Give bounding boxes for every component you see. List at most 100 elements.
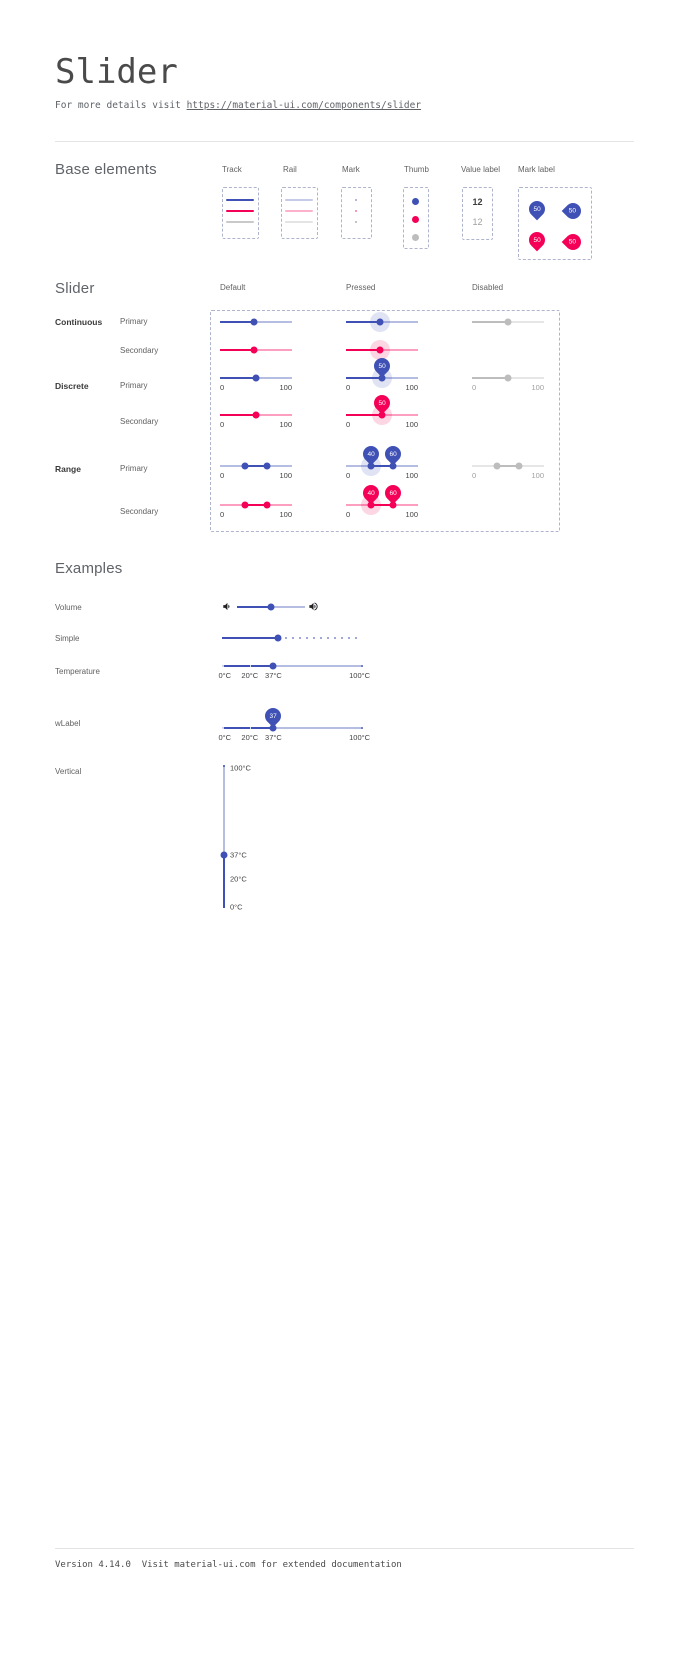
slider-track[interactable] — [237, 606, 271, 608]
mark-label: 20°C — [241, 671, 259, 680]
slider-track[interactable] — [220, 377, 256, 379]
slider-discrete-primary-pressed[interactable]: 50 0 100 — [346, 354, 418, 395]
slider-thumb-low[interactable] — [241, 501, 249, 509]
slider-track[interactable] — [346, 414, 382, 416]
scale-max-label: 100 — [405, 420, 418, 429]
slider-thumb-high[interactable] — [263, 501, 271, 509]
column-header-track: Track — [222, 165, 242, 174]
slider-track[interactable] — [371, 465, 393, 467]
slider-thumb-high[interactable] — [389, 501, 397, 509]
rail-primary-sample — [285, 199, 313, 201]
mark-label-primary-left: 50 — [561, 199, 585, 223]
slider-thumb[interactable] — [250, 346, 258, 354]
slider-track[interactable] — [222, 665, 274, 667]
slider-discrete-secondary-pressed[interactable]: 50 0 100 — [346, 391, 418, 432]
scale-min-label: 0 — [220, 420, 225, 429]
slider-thumb[interactable] — [269, 662, 277, 670]
mark-label: 20°C — [230, 874, 247, 884]
track-primary-sample — [226, 199, 254, 201]
slider-track[interactable] — [222, 637, 278, 639]
scale-max-label: 100 — [405, 383, 418, 392]
slider-track — [472, 377, 508, 379]
slider-range-secondary-pressed[interactable]: 40 60 0 100 — [346, 481, 418, 522]
slider-thumb[interactable] — [274, 634, 282, 642]
volume-slider[interactable] — [237, 600, 305, 624]
mark-label: 0°C — [218, 733, 232, 742]
slider-range-primary-default[interactable]: 0 100 — [220, 459, 292, 483]
variant-label-range-secondary: Secondary — [120, 507, 159, 516]
track-sample-box — [222, 187, 259, 239]
slider-discrete-primary-default[interactable]: 0 100 — [220, 371, 292, 395]
slider-section-heading: Slider — [55, 280, 95, 297]
value-label-sample-box: 12 12 — [462, 187, 493, 240]
slider-track[interactable] — [346, 349, 380, 351]
base-elements-heading: Base elements — [55, 161, 157, 178]
footer-text: Version 4.14.0 Visit material-ui.com for… — [55, 1560, 402, 1570]
scale-max-label: 100 — [279, 510, 292, 519]
slider-thumb-high[interactable] — [389, 462, 397, 470]
slider-thumb-low[interactable] — [367, 501, 375, 509]
slider-mark — [223, 765, 225, 767]
scale-max-label: 100 — [279, 420, 292, 429]
slider-track[interactable] — [222, 727, 274, 729]
slider-thumb[interactable] — [252, 411, 260, 419]
value-label-balloon-low: 40 — [359, 442, 383, 466]
slider-thumb[interactable] — [267, 603, 275, 611]
slider-thumb-low[interactable] — [241, 462, 249, 470]
simple-slider[interactable] — [222, 631, 361, 655]
scale-min-label: 0 — [346, 471, 351, 480]
slider-continuous-primary-pressed[interactable] — [346, 312, 418, 339]
footer-divider — [55, 1548, 634, 1549]
mark-label: 100°C — [230, 763, 251, 773]
state-header-default: Default — [220, 283, 246, 292]
variant-label-range-primary: Primary — [120, 464, 148, 473]
slider-range-secondary-default[interactable]: 0 100 — [220, 498, 292, 522]
slider-thumb[interactable] — [269, 724, 277, 732]
vertical-slider[interactable]: 100°C 37°C 20°C 0°C — [217, 764, 251, 912]
slider-thumb[interactable] — [378, 411, 386, 419]
slider-discrete-secondary-default[interactable]: 0 100 — [220, 408, 292, 432]
state-header-pressed: Pressed — [346, 283, 376, 292]
example-label-vertical: Vertical — [55, 767, 82, 776]
slider-thumb-high[interactable] — [263, 462, 271, 470]
thumb-primary-sample — [412, 198, 419, 205]
slider-grid-box — [210, 310, 560, 532]
slider-continuous-secondary-pressed[interactable] — [346, 340, 418, 367]
slider-continuous-primary-default[interactable] — [220, 315, 292, 339]
slider-range-primary-pressed[interactable]: 40 60 0 100 — [346, 442, 418, 483]
slider-track[interactable] — [220, 414, 256, 416]
slider-track[interactable] — [245, 504, 267, 506]
slider-thumb[interactable] — [220, 851, 228, 859]
slider-thumb[interactable] — [376, 318, 384, 326]
slider-track[interactable] — [220, 349, 254, 351]
slider-track[interactable] — [245, 465, 267, 467]
slider-thumb[interactable] — [252, 374, 260, 382]
thumb-disabled-sample — [412, 234, 419, 241]
scale-min-label: 0 — [472, 471, 477, 480]
column-header-rail: Rail — [283, 165, 297, 174]
slider-track[interactable] — [223, 855, 225, 908]
slider-rail[interactable] — [222, 637, 361, 639]
slider-track[interactable] — [346, 377, 382, 379]
wlabel-slider[interactable]: 37 0°C 20°C 37°C 100°C — [218, 704, 370, 745]
slider-thumb[interactable] — [250, 318, 258, 326]
slider-thumb[interactable] — [376, 346, 384, 354]
slider-rail[interactable] — [223, 765, 225, 908]
slider-rail[interactable] — [222, 727, 361, 729]
variant-label-continuous-secondary: Secondary — [120, 346, 159, 355]
column-header-value-label: Value label — [461, 165, 500, 174]
slider-track[interactable] — [220, 321, 254, 323]
slider-rail[interactable] — [222, 665, 361, 667]
slider-track[interactable] — [346, 321, 380, 323]
slider-track[interactable] — [371, 504, 393, 506]
temperature-slider[interactable]: 0°C 20°C 37°C 100°C — [218, 659, 370, 683]
value-label-balloon-low: 40 — [359, 481, 383, 505]
slider-thumb[interactable] — [378, 374, 386, 382]
slider-continuous-secondary-default[interactable] — [220, 343, 292, 367]
docs-link[interactable]: https://material-ui.com/components/slide… — [186, 100, 422, 111]
slider-mark — [222, 727, 224, 729]
scale-max-label: 100 — [279, 383, 292, 392]
rail-sample-box — [281, 187, 318, 239]
slider-thumb-low[interactable] — [367, 462, 375, 470]
